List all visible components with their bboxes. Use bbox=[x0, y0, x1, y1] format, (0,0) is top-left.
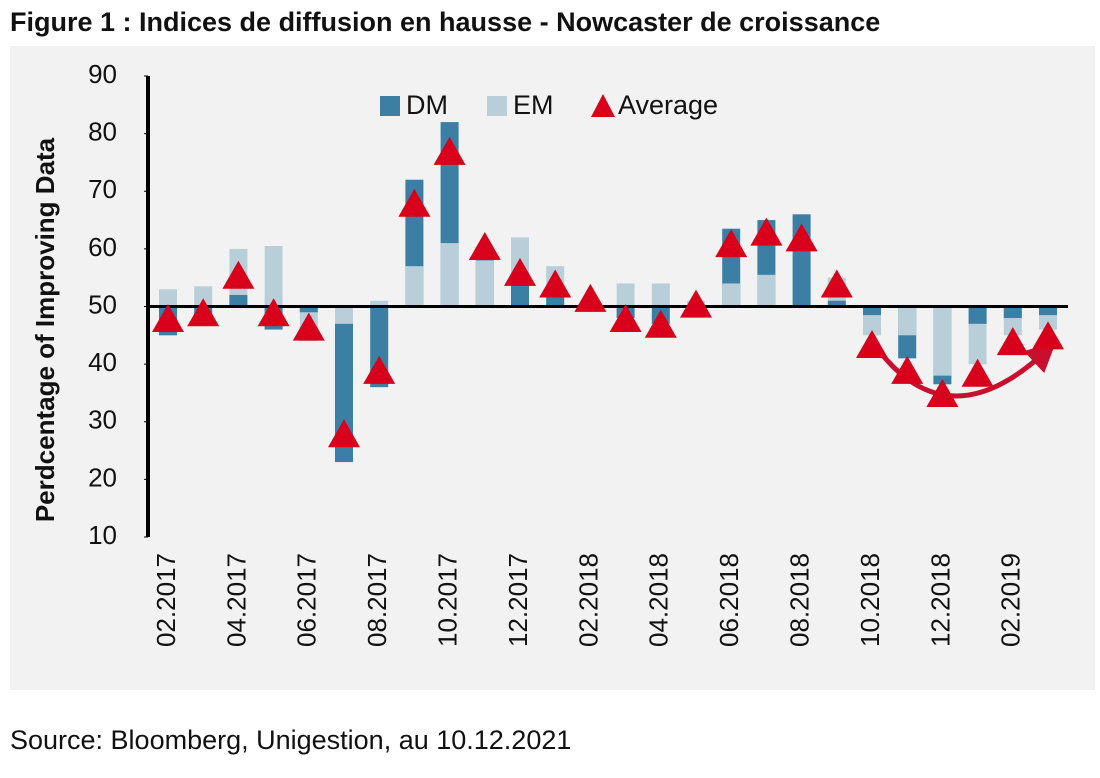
average-marker bbox=[715, 229, 748, 258]
bar bbox=[933, 306, 952, 376]
average-marker bbox=[750, 217, 783, 246]
bar bbox=[546, 294, 565, 307]
average-marker bbox=[187, 298, 220, 327]
average-marker bbox=[856, 329, 888, 358]
average-marker bbox=[328, 419, 360, 448]
average-marker bbox=[609, 304, 642, 333]
bar bbox=[616, 283, 635, 307]
legend-label: EM bbox=[513, 90, 554, 120]
x-tick-label: 10.2018 bbox=[855, 553, 885, 647]
source: Source: Bloomberg, Unigestion, au 10.12.… bbox=[10, 725, 571, 755]
x-tick-label: 08.2017 bbox=[362, 553, 392, 647]
average-marker bbox=[433, 136, 466, 165]
average-marker bbox=[504, 257, 536, 286]
chart-title: Figure 1 : Indices de diffusion en hauss… bbox=[10, 7, 880, 37]
bar bbox=[722, 283, 741, 307]
average-marker bbox=[292, 312, 325, 341]
average-marker bbox=[468, 231, 501, 260]
x-tick-label: 12.2018 bbox=[925, 553, 955, 647]
average-marker bbox=[539, 269, 572, 298]
average-marker bbox=[398, 188, 431, 217]
y-tick-label: 90 bbox=[88, 59, 117, 89]
bar bbox=[475, 260, 494, 307]
x-tick-label: 06.2018 bbox=[714, 553, 744, 647]
bar bbox=[511, 283, 529, 307]
x-tick-label: 04.2017 bbox=[221, 553, 251, 647]
average-marker bbox=[961, 358, 994, 387]
bar bbox=[863, 306, 881, 316]
bar bbox=[299, 306, 318, 313]
average-marker bbox=[574, 283, 607, 312]
y-tick-label: 40 bbox=[88, 347, 117, 377]
y-tick-label: 50 bbox=[88, 289, 117, 319]
y-tick-label: 70 bbox=[88, 174, 117, 204]
y-tick-label: 10 bbox=[88, 520, 117, 550]
legend-swatch bbox=[380, 96, 400, 116]
average-marker bbox=[257, 298, 290, 327]
average-marker bbox=[996, 327, 1029, 356]
y-axis-label: Perdcentage of Improving Data bbox=[30, 137, 60, 522]
bar bbox=[898, 306, 917, 336]
bar bbox=[370, 300, 389, 307]
legend-swatch bbox=[591, 94, 615, 117]
bar bbox=[651, 283, 670, 307]
average-marker bbox=[644, 309, 677, 338]
x-tick-label: 02.2019 bbox=[996, 553, 1026, 647]
x-tick-label: 02.2018 bbox=[573, 553, 603, 647]
average-marker bbox=[222, 260, 255, 289]
bar bbox=[335, 306, 353, 324]
y-tick-label: 30 bbox=[88, 405, 117, 435]
bar bbox=[194, 286, 213, 307]
bar bbox=[440, 243, 459, 307]
average-marker bbox=[152, 304, 184, 333]
legend-label: DM bbox=[406, 90, 448, 120]
bar bbox=[264, 245, 283, 307]
average-marker bbox=[680, 289, 712, 318]
legend-swatch bbox=[487, 96, 507, 116]
legend-label: Average bbox=[618, 90, 718, 120]
bar bbox=[757, 274, 776, 307]
x-tick-label: 08.2018 bbox=[784, 553, 814, 647]
bar bbox=[159, 289, 177, 307]
x-tick-label: 12.2017 bbox=[503, 553, 533, 647]
y-tick-label: 60 bbox=[88, 232, 117, 262]
bar bbox=[335, 306, 353, 463]
average-marker bbox=[363, 355, 396, 384]
trend-arrow bbox=[878, 341, 1057, 399]
x-tick-label: 02.2017 bbox=[151, 553, 181, 647]
average-marker bbox=[785, 223, 818, 252]
x-tick-label: 06.2017 bbox=[292, 553, 322, 647]
average-marker bbox=[1032, 321, 1064, 350]
bar bbox=[827, 300, 846, 307]
bar bbox=[405, 266, 424, 307]
plot-background bbox=[10, 46, 1095, 690]
average-marker bbox=[926, 378, 959, 407]
x-tick-label: 10.2017 bbox=[432, 553, 462, 647]
average-marker bbox=[820, 269, 853, 298]
bar bbox=[1003, 306, 1022, 319]
bar bbox=[229, 294, 248, 307]
y-tick-label: 80 bbox=[88, 117, 117, 147]
bar bbox=[968, 306, 987, 324]
average-marker bbox=[891, 355, 924, 384]
y-tick-label: 20 bbox=[88, 462, 117, 492]
x-tick-label: 04.2018 bbox=[644, 553, 674, 647]
bar bbox=[1039, 306, 1057, 316]
